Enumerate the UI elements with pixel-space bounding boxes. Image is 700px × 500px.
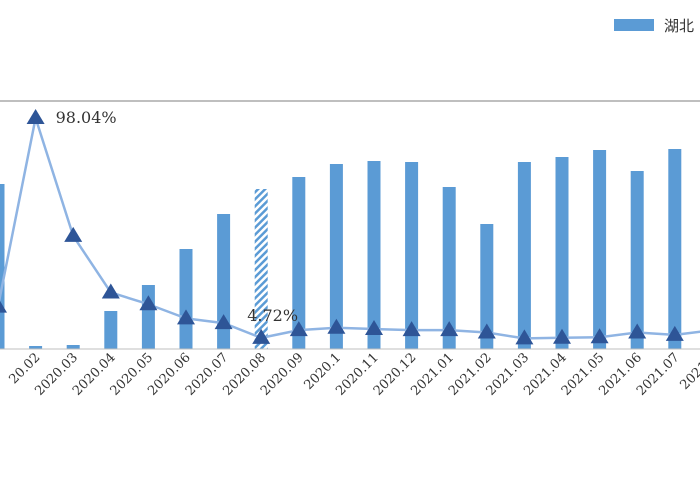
bar-2020.11 xyxy=(367,161,381,349)
bar-2021.02 xyxy=(480,224,494,349)
legend: 湖北 xyxy=(614,17,694,35)
marker-2021.03 xyxy=(515,329,534,345)
marker-2020.08 xyxy=(252,328,271,344)
marker-2021.07 xyxy=(665,325,684,341)
marker-2021.04 xyxy=(553,328,571,344)
bar-2020.02 xyxy=(29,346,43,349)
x-tick-labels: 20.022020.032020.042020.052020.062020.07… xyxy=(7,350,700,399)
marker-2020.03 xyxy=(64,226,83,242)
x-tick-2021.0: 2021.0 xyxy=(677,350,700,393)
legend-swatch-bar xyxy=(614,19,654,31)
marker-2020.1 xyxy=(327,318,346,334)
bar-2020.08 xyxy=(254,189,268,349)
bar-series xyxy=(0,149,682,349)
bar-2020.04 xyxy=(104,311,118,349)
marker-2020.09 xyxy=(289,321,308,337)
marker-2020.05 xyxy=(139,295,158,311)
bar-2020.01 xyxy=(0,184,5,349)
bar-2021.06 xyxy=(630,171,644,349)
marker-2020.11 xyxy=(365,319,383,335)
marker-2021.06 xyxy=(628,323,647,339)
marker-2020.04 xyxy=(101,283,120,299)
marker-2020.07 xyxy=(214,314,233,330)
data-label-2020.02: 98.04% xyxy=(56,108,117,127)
bar-2020.06 xyxy=(179,249,193,349)
bar-2020.05 xyxy=(141,285,155,349)
marker-2021.05 xyxy=(590,328,609,344)
data-labels: 98.04% 4.72% xyxy=(56,108,298,325)
bar-2021.01 xyxy=(442,187,456,349)
marker-series xyxy=(0,109,684,345)
marker-2021.02 xyxy=(477,323,496,339)
bar-2021.03 xyxy=(517,162,531,349)
data-label-2020.08: 4.72% xyxy=(247,306,298,325)
marker-2020.06 xyxy=(177,309,195,325)
bar-2021.05 xyxy=(593,150,607,349)
marker-2021.01 xyxy=(440,321,459,337)
legend-label-bar: 湖北 xyxy=(664,17,694,35)
bar-2021.04 xyxy=(555,157,569,349)
marker-2020.12 xyxy=(402,321,421,337)
marker-2020.02 xyxy=(26,109,45,125)
bar-2020.03 xyxy=(66,345,80,349)
bar-2020.12 xyxy=(405,162,419,349)
bar-2020.07 xyxy=(217,214,231,349)
bar-2020.09 xyxy=(292,177,306,349)
bar-2020.1 xyxy=(329,164,343,349)
bar-2021.07 xyxy=(668,149,682,349)
marker-2020.01 xyxy=(0,300,7,313)
